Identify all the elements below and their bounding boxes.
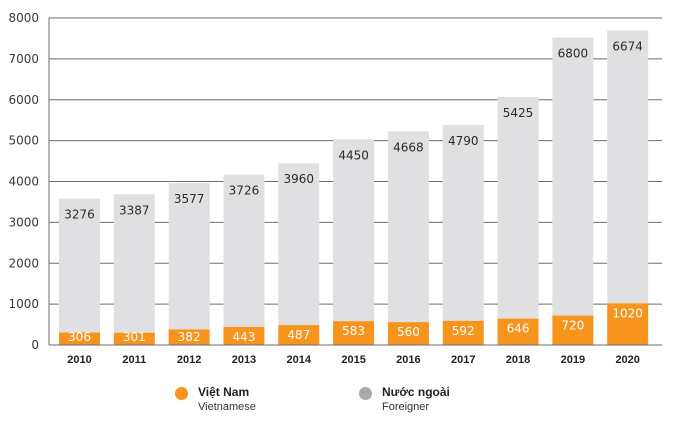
data-label-vietnamese: 301 [123, 330, 146, 344]
data-label-foreigner: 6800 [558, 47, 589, 61]
bar-vietnamese [552, 315, 594, 345]
x-tick-label: 2018 [506, 354, 530, 366]
bar-foreigner [442, 125, 484, 321]
data-label-vietnamese: 487 [287, 328, 310, 342]
data-label-foreigner: 4450 [338, 148, 369, 162]
data-label-vietnamese: 592 [452, 324, 475, 338]
bar-foreigner [333, 139, 375, 322]
y-tick-label: 6000 [8, 93, 39, 107]
legend-sublabel: Foreigner [382, 401, 430, 413]
data-label-vietnamese: 646 [507, 322, 530, 336]
data-label-foreigner: 3577 [174, 192, 205, 206]
x-tick-label: 2012 [177, 354, 201, 366]
bar-vietnamese [113, 332, 155, 345]
x-tick-label: 2010 [67, 354, 91, 366]
y-tick-label: 5000 [8, 134, 39, 148]
x-tick-labels: 2010 2011 2012 2013 2014 2015 2016 2017 2018 2019… [67, 354, 640, 366]
y-tick-label: 0 [31, 338, 39, 352]
bar-foreigner [552, 37, 594, 316]
data-label-vietnamese: 720 [561, 319, 584, 333]
data-label-vietnamese: 443 [233, 330, 256, 344]
y-tick-label: 3000 [8, 215, 39, 229]
x-tick-label: 2013 [232, 354, 256, 366]
x-tick-label: 2016 [396, 354, 420, 366]
y-tick-label: 7000 [8, 52, 39, 66]
bar-vietnamese [387, 322, 429, 345]
y-tick-label: 8000 [8, 11, 39, 25]
bar-foreigner [497, 96, 539, 319]
bar-vietnamese [442, 320, 484, 345]
bar-foreigner [113, 194, 155, 333]
y-tick-label: 4000 [8, 175, 39, 189]
bar-vietnamese [497, 318, 539, 345]
data-label-vietnamese: 382 [178, 330, 201, 344]
bar-foreigner [59, 198, 100, 333]
data-label-foreigner: 3387 [119, 203, 150, 217]
axes [48, 18, 662, 346]
data-label-foreigner: 3726 [229, 184, 260, 198]
bar-vietnamese [223, 326, 265, 345]
legend-item-vietnamese: Việt Nam Vietnamese [175, 385, 256, 415]
y-tick-label: 2000 [8, 256, 39, 270]
data-label-vietnamese: 560 [397, 325, 420, 339]
data-label-foreigner: 4790 [448, 134, 479, 148]
x-tick-label: 2019 [561, 354, 585, 366]
data-label-foreigner: 3276 [64, 208, 95, 222]
legend-dot-orange-icon [175, 387, 188, 400]
x-tick-label: 2014 [287, 354, 312, 366]
bar-foreigner [278, 163, 320, 326]
y-tick-label: 1000 [8, 297, 39, 311]
bar-foreigner [607, 30, 649, 304]
bar-vietnamese [607, 303, 649, 345]
legend-sublabel: Vietnamese [198, 401, 256, 413]
data-label-vietnamese: 1020 [612, 306, 643, 320]
data-label-foreigner: 5425 [503, 106, 534, 120]
bar-vietnamese [333, 321, 375, 345]
data-label-foreigner: 6674 [612, 40, 643, 54]
bar-foreigner [387, 131, 429, 323]
bar-vietnamese [59, 332, 100, 345]
bar-foreigner [223, 174, 265, 327]
legend-label: Việt Nam [198, 385, 250, 399]
x-tick-label: 2015 [341, 354, 365, 366]
data-label-vietnamese: 583 [342, 324, 365, 338]
data-label-foreigner: 4668 [393, 140, 424, 154]
legend-item-foreigner: Nước ngoài Foreigner [359, 385, 450, 415]
bar-vietnamese [278, 325, 320, 345]
data-label-vietnamese: 306 [68, 330, 91, 344]
bars: 3276 306 3387 301 3577 382 3726 443 3960 487 4450 5… [59, 30, 649, 345]
data-label-foreigner: 3960 [283, 172, 314, 186]
x-tick-label: 2011 [122, 354, 146, 366]
bar-vietnamese [168, 329, 210, 345]
x-tick-label: 2017 [451, 354, 475, 366]
legend-label: Nước ngoài [382, 385, 450, 399]
y-tick-labels: 0 1000 2000 3000 4000 5000 6000 7000 8000 [8, 11, 39, 352]
legend-dot-grey-icon [359, 387, 372, 400]
bar-foreigner [168, 183, 210, 330]
x-tick-label: 2020 [615, 354, 639, 366]
